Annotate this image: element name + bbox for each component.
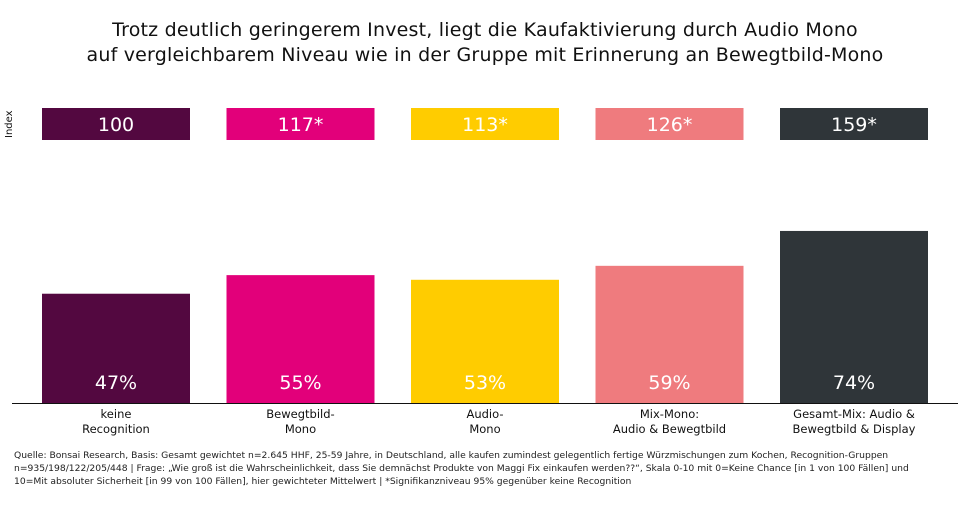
bar <box>411 279 559 403</box>
index-value-label: 113* <box>462 114 508 136</box>
bar-value-label: 47% <box>95 372 137 394</box>
index-box <box>226 108 375 140</box>
index-value-label: 100 <box>98 114 134 136</box>
category-label: Mono <box>469 422 500 436</box>
category-label: Mono <box>285 422 316 436</box>
bar <box>780 230 928 403</box>
category-label: Mix-Mono: <box>640 407 699 421</box>
index-value-label: 126* <box>647 114 693 136</box>
category-label: Audio & Bewegtbild <box>613 422 726 436</box>
category-label: Bewegtbild- <box>266 407 334 421</box>
bar-value-label: 55% <box>279 372 321 394</box>
footnote-line-3: 10=Mit absoluter Sicherheit [in 99 von 1… <box>14 476 632 487</box>
bar-value-label: 53% <box>464 372 506 394</box>
chart-title: Trotz deutlich geringerem Invest, liegt … <box>0 18 970 68</box>
footnote-line-1: Quelle: Bonsai Research, Basis: Gesamt g… <box>14 450 889 461</box>
category-label: Audio- <box>466 407 503 421</box>
category-label: Gesamt-Mix: Audio & <box>793 407 915 421</box>
category-label: Bewegtbild & Display <box>793 422 916 436</box>
bar <box>42 293 190 403</box>
title-line-2: auf vergleichbarem Niveau wie in der Gru… <box>86 44 884 66</box>
index-box <box>42 108 190 140</box>
source-footnote: Quelle: Bonsai Research, Basis: Gesamt g… <box>14 449 960 488</box>
footnote-line-2: n=935/198/122/205/448 | Frage: „Wie groß… <box>14 463 909 474</box>
index-box <box>595 108 744 140</box>
category-label: keine <box>101 407 132 421</box>
bar-value-label: 74% <box>833 372 875 394</box>
bar-value-label: 59% <box>648 372 690 394</box>
index-box <box>780 108 928 140</box>
bar <box>595 265 744 403</box>
category-label: Recognition <box>82 422 150 436</box>
bar <box>226 275 375 403</box>
index-box <box>411 108 559 140</box>
title-line-1: Trotz deutlich geringerem Invest, liegt … <box>112 19 858 41</box>
index-value-label: 159* <box>831 114 877 136</box>
index-value-label: 117* <box>278 114 324 136</box>
